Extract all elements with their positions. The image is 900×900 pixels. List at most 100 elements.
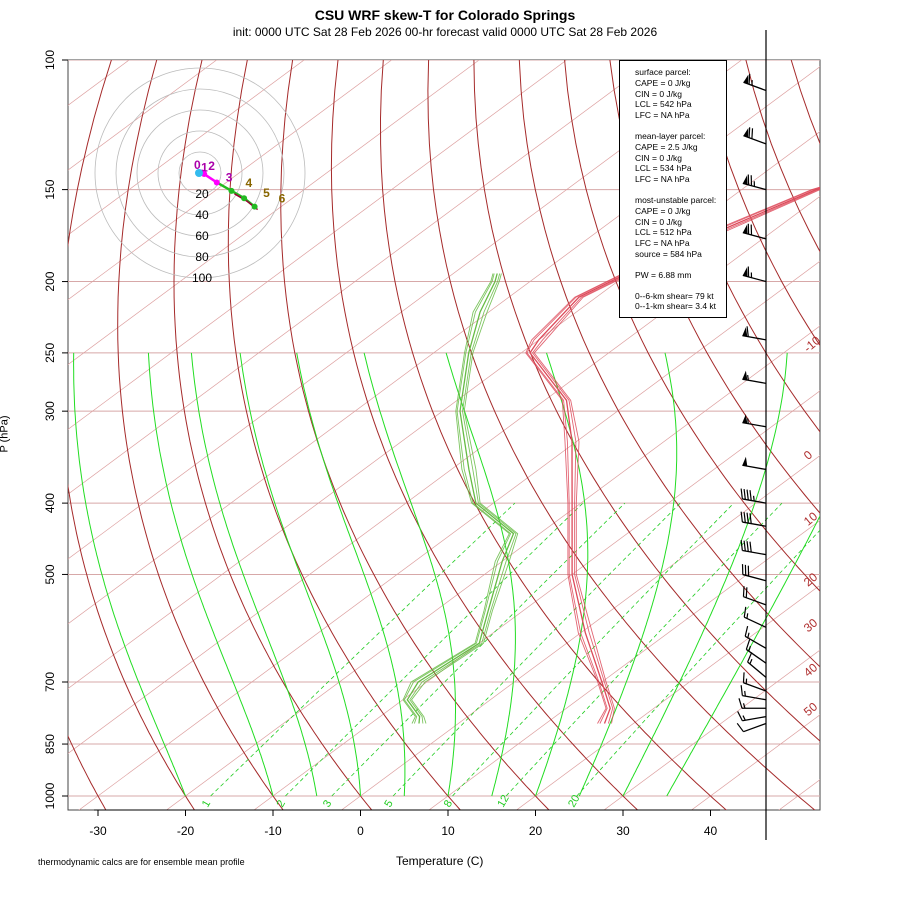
x-tick-label: 20 (529, 824, 543, 838)
isotherm-line (78, 260, 820, 810)
dry-adiabat (427, 60, 816, 810)
isotherm-line (68, 60, 305, 236)
surface-cin: CIN = 0 J/kg (635, 88, 683, 99)
hodograph-ring (115, 88, 285, 258)
moist-adiabat (363, 352, 456, 797)
dry-adiabat (379, 60, 727, 810)
wind-barb (740, 488, 767, 504)
dewpoint-profile-member (403, 273, 512, 724)
y-tick-label: 700 (43, 672, 57, 692)
isotherm-label: 40 (801, 660, 820, 680)
hodograph-ring-label: 20 (195, 187, 209, 201)
moist-adiabat (296, 352, 406, 796)
mixing-ratio-label: 8 (442, 798, 455, 809)
mixed-layer-heading: mean-layer parcel: (635, 130, 706, 141)
surface-heading: surface parcel: (635, 67, 691, 77)
dry-adiabat (518, 60, 820, 668)
x-tick-label: 40 (704, 824, 718, 838)
dry-adiabat (882, 60, 900, 812)
isotherm-line (253, 390, 820, 810)
dry-adiabat (609, 60, 820, 514)
wind-barb (743, 127, 767, 145)
mixed-layer-cape: CAPE = 2.5 J/kg (635, 141, 698, 152)
y-tick-label: 1000 (43, 782, 57, 809)
mixing-ratio-label: 1 (200, 798, 213, 809)
isotherm-line (864, 60, 900, 812)
isotherm-label: 10 (801, 509, 820, 529)
wind-barb (736, 722, 767, 733)
footnote: thermodynamic calcs are for ensemble mea… (38, 857, 245, 867)
mixing-ratio-label: 2 (275, 798, 288, 809)
surface-lfc: LFC = NA hPa (635, 110, 690, 121)
hodograph-point (241, 195, 248, 202)
isotherm-line (603, 649, 820, 810)
isotherm-line (428, 519, 820, 810)
isotherm-line (68, 60, 567, 430)
parcel-info-panel: surface parcel: CAPE = 0 J/kg CIN = 0 J/… (619, 60, 727, 318)
hodograph-level-label: 6 (279, 192, 286, 206)
moist-adiabat (535, 352, 589, 797)
isotherm-line (340, 455, 820, 810)
mixing-ratio-label: 12 (495, 793, 512, 810)
most-unstable-cin: CIN = 0 J/kg (635, 216, 683, 227)
hodograph-level-label: 3 (226, 170, 233, 184)
mixing-ratio-label: 3 (321, 798, 334, 809)
dry-adiabat (227, 60, 461, 810)
wind-barb (740, 511, 767, 527)
isotherm-line (68, 60, 130, 106)
mixed-layer-cin: CIN = 0 J/kg (635, 152, 683, 163)
wind-barb (742, 174, 767, 191)
x-tick-label: 10 (441, 824, 455, 838)
wind-barb (740, 540, 767, 556)
most-unstable-lfc: LFC = NA hPa (635, 238, 690, 249)
mixing-ratio-label: 20 (566, 793, 583, 810)
wind-barb (745, 639, 767, 664)
hodograph-point (251, 203, 258, 210)
hodograph-level-label: 1 (201, 160, 208, 174)
wind-barb (742, 456, 767, 471)
y-tick-label: 200 (43, 271, 57, 291)
dewpoint-profile-member (410, 273, 519, 724)
moist-adiabat (190, 352, 318, 797)
y-tick-label: 300 (43, 401, 57, 421)
hodograph-ring-label: 80 (195, 250, 209, 264)
dry-adiabat (68, 60, 196, 810)
wind-barb (743, 73, 767, 92)
dewpoint-profile-member (409, 273, 517, 724)
isotherm-line (68, 195, 820, 754)
y-tick-label: 400 (43, 493, 57, 513)
mixing-ratio-line (331, 502, 626, 797)
dry-adiabat (280, 60, 550, 810)
wind-barb (742, 672, 767, 692)
y-axis-label: P (hPa) (0, 415, 11, 452)
mixing-ratio-line (452, 502, 735, 797)
hodograph-level-label: 2 (208, 159, 215, 173)
wind-barb (742, 326, 767, 341)
y-tick-label: 500 (43, 564, 57, 584)
mixing-ratio-line (210, 502, 516, 797)
mixed-layer-lfc: LFC = NA hPa (635, 174, 690, 185)
dewpoint-profile-member (402, 273, 510, 724)
x-axis-label: Temperature (C) (396, 854, 484, 868)
y-tick-label: 100 (43, 50, 57, 70)
isotherm-line (165, 325, 820, 810)
moist-adiabat (622, 352, 788, 797)
mixing-ratio-line (505, 502, 783, 797)
hodograph-ring-label: 100 (192, 271, 212, 285)
x-tick-label: -10 (264, 824, 282, 838)
wind-barb (743, 606, 767, 628)
y-tick-label: 250 (43, 343, 57, 363)
isotherm-label: 20 (801, 570, 820, 590)
most-unstable-heading: most-unstable parcel: (635, 194, 717, 205)
isotherm-line (68, 60, 655, 495)
x-tick-label: -30 (89, 824, 107, 838)
wind-barb (742, 586, 767, 606)
wind-barb (742, 414, 767, 428)
surface-lcl: LCL = 542 hPa (635, 99, 692, 110)
x-tick-label: -20 (177, 824, 195, 838)
isotherm-line (68, 131, 820, 690)
wind-barb (747, 652, 767, 678)
dry-adiabat (837, 60, 900, 812)
hodograph-ring (157, 130, 243, 216)
